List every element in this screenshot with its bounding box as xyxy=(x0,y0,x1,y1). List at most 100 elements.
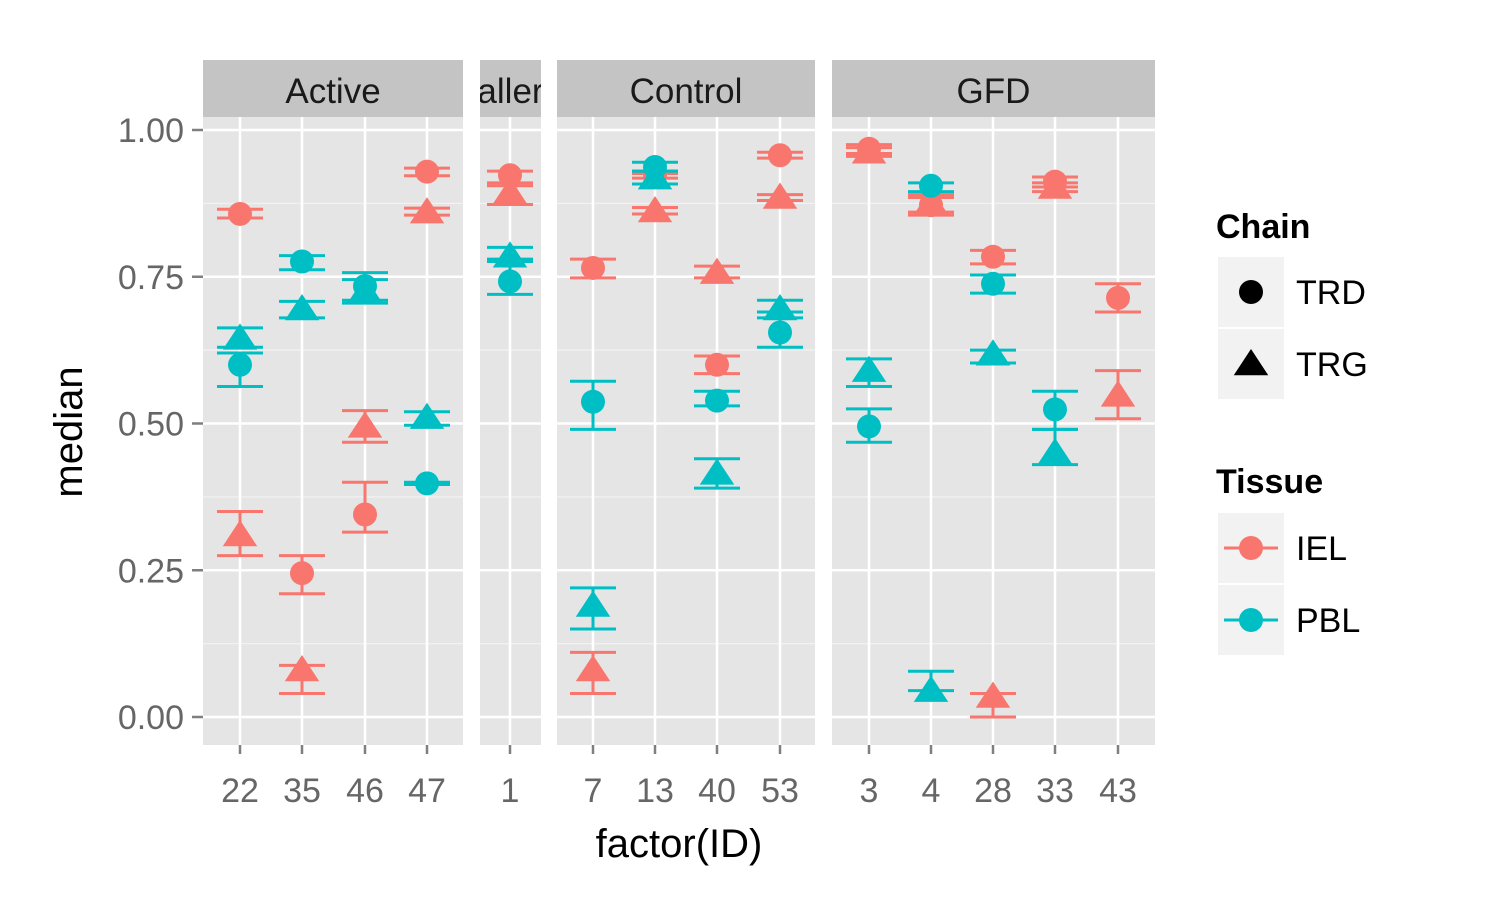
point-7-trg-iel xyxy=(570,650,616,696)
legend-label: TRG xyxy=(1296,346,1368,384)
point-46-trg-iel xyxy=(342,409,388,444)
point-35-trd-pbl xyxy=(279,249,325,274)
legend-entry-trd: TRD xyxy=(1218,257,1366,327)
point-28-trd-pbl xyxy=(970,271,1016,296)
circle-marker xyxy=(705,352,729,377)
x-tick-label: 4 xyxy=(922,772,941,810)
facet-label: Active xyxy=(285,72,380,111)
point-33-trg-iel xyxy=(1032,172,1078,199)
triangle-marker xyxy=(409,402,445,429)
point-3-trd-pbl xyxy=(846,407,892,444)
triangle-marker xyxy=(851,355,887,382)
circle-marker xyxy=(768,143,792,168)
x-tick-label: 43 xyxy=(1099,772,1137,810)
point-46-trg-pbl xyxy=(342,276,388,305)
circle-marker xyxy=(498,269,522,294)
facet-label: Control xyxy=(630,72,743,111)
triangle-marker xyxy=(575,655,611,682)
facet-panel-active: Active 22 35 46 47 xyxy=(203,60,463,810)
legend-label: PBL xyxy=(1296,602,1360,640)
triangle-marker xyxy=(284,294,320,321)
triangle-marker xyxy=(975,681,1011,708)
circle-marker xyxy=(415,471,439,496)
triangle-marker xyxy=(699,257,735,284)
triangle-marker xyxy=(575,590,611,617)
facet-strip xyxy=(832,60,1155,117)
facet-panels: Active 22 35 46 47 aller 1 Control 7 13 40 53 GFD 3 4 2… xyxy=(203,60,1155,810)
legend-entry-trg: TRG xyxy=(1218,329,1368,399)
data-points xyxy=(846,136,1141,719)
triangle-marker xyxy=(347,276,383,303)
circle-marker xyxy=(981,271,1005,296)
data-points xyxy=(217,159,450,696)
triangle-marker xyxy=(492,177,528,205)
x-tick-label: 1 xyxy=(501,772,520,810)
circle-marker xyxy=(581,389,605,414)
point-43-trd-iel xyxy=(1095,282,1141,314)
circle-marker xyxy=(228,352,252,377)
circle-marker xyxy=(981,244,1005,269)
point-33-trg-pbl xyxy=(1032,427,1078,467)
circle-marker xyxy=(228,201,252,226)
triangle-marker xyxy=(409,197,445,224)
triangle-marker xyxy=(762,294,798,321)
triangle-marker xyxy=(699,458,735,485)
circle-marker xyxy=(919,173,943,198)
point-13-trg-pbl xyxy=(632,163,678,190)
facet-strip xyxy=(480,60,541,117)
triangle-marker xyxy=(1100,380,1136,407)
legend-entry-pbl: PBL xyxy=(1218,585,1360,655)
circle-marker xyxy=(498,163,522,188)
y-tick-label: 0.50 xyxy=(118,406,184,444)
triangle-marker xyxy=(492,241,528,268)
legend-title-tissue: Tissue xyxy=(1216,463,1323,501)
point-22-trg-pbl xyxy=(217,323,263,350)
point-7-trd-pbl xyxy=(570,379,616,431)
y-axis: 0.00 0.25 0.50 0.75 1.00 xyxy=(118,112,203,737)
point-7-trd-iel xyxy=(570,255,616,280)
point-22-trd-iel xyxy=(217,201,263,226)
circle-icon xyxy=(1239,536,1263,560)
y-axis-label: median xyxy=(47,366,91,497)
facet-label: GFD xyxy=(957,72,1031,111)
point-35-trd-iel xyxy=(279,554,325,596)
legend-title-chain: Chain xyxy=(1216,208,1310,246)
legend-entry-iel: IEL xyxy=(1218,513,1347,583)
y-tick-label: 1.00 xyxy=(118,112,184,150)
data-points xyxy=(570,143,803,696)
facet-label: aller xyxy=(477,72,543,111)
point-47-trg-pbl xyxy=(404,402,450,429)
x-tick-label: 53 xyxy=(761,772,799,810)
triangle-marker xyxy=(851,137,887,164)
point-1-trg-iel xyxy=(487,177,533,207)
circle-icon xyxy=(1239,608,1263,632)
x-axis-label: factor(ID) xyxy=(596,822,763,866)
legend-label: TRD xyxy=(1296,274,1366,312)
circle-marker xyxy=(857,414,881,439)
point-40-trg-pbl xyxy=(694,457,740,490)
point-40-trd-iel xyxy=(694,352,740,377)
data-points xyxy=(487,163,533,296)
circle-marker xyxy=(290,561,314,586)
triangle-marker xyxy=(222,520,258,547)
facet-panel-aller: aller 1 xyxy=(477,60,543,810)
x-tick-label: 40 xyxy=(698,772,736,810)
point-47-trd-pbl xyxy=(404,471,450,496)
triangle-marker xyxy=(913,188,949,215)
point-4-trd-pbl xyxy=(908,173,954,198)
triangle-marker xyxy=(347,411,383,438)
facet-strip xyxy=(557,60,815,117)
triangle-marker xyxy=(284,655,320,682)
triangle-icon xyxy=(1233,349,1269,376)
x-tick-label: 35 xyxy=(283,772,321,810)
triangle-marker xyxy=(637,196,673,223)
facet-panel-gfd: GFD 3 4 28 33 43 xyxy=(832,60,1155,810)
legend-label: IEL xyxy=(1296,530,1347,568)
point-22-trd-pbl xyxy=(217,351,263,389)
circle-marker xyxy=(290,249,314,274)
circle-marker xyxy=(1106,285,1130,310)
point-53-trg-iel xyxy=(757,182,803,209)
point-40-trd-pbl xyxy=(694,388,740,413)
x-tick-label: 33 xyxy=(1036,772,1074,810)
x-tick-label: 3 xyxy=(860,772,879,810)
